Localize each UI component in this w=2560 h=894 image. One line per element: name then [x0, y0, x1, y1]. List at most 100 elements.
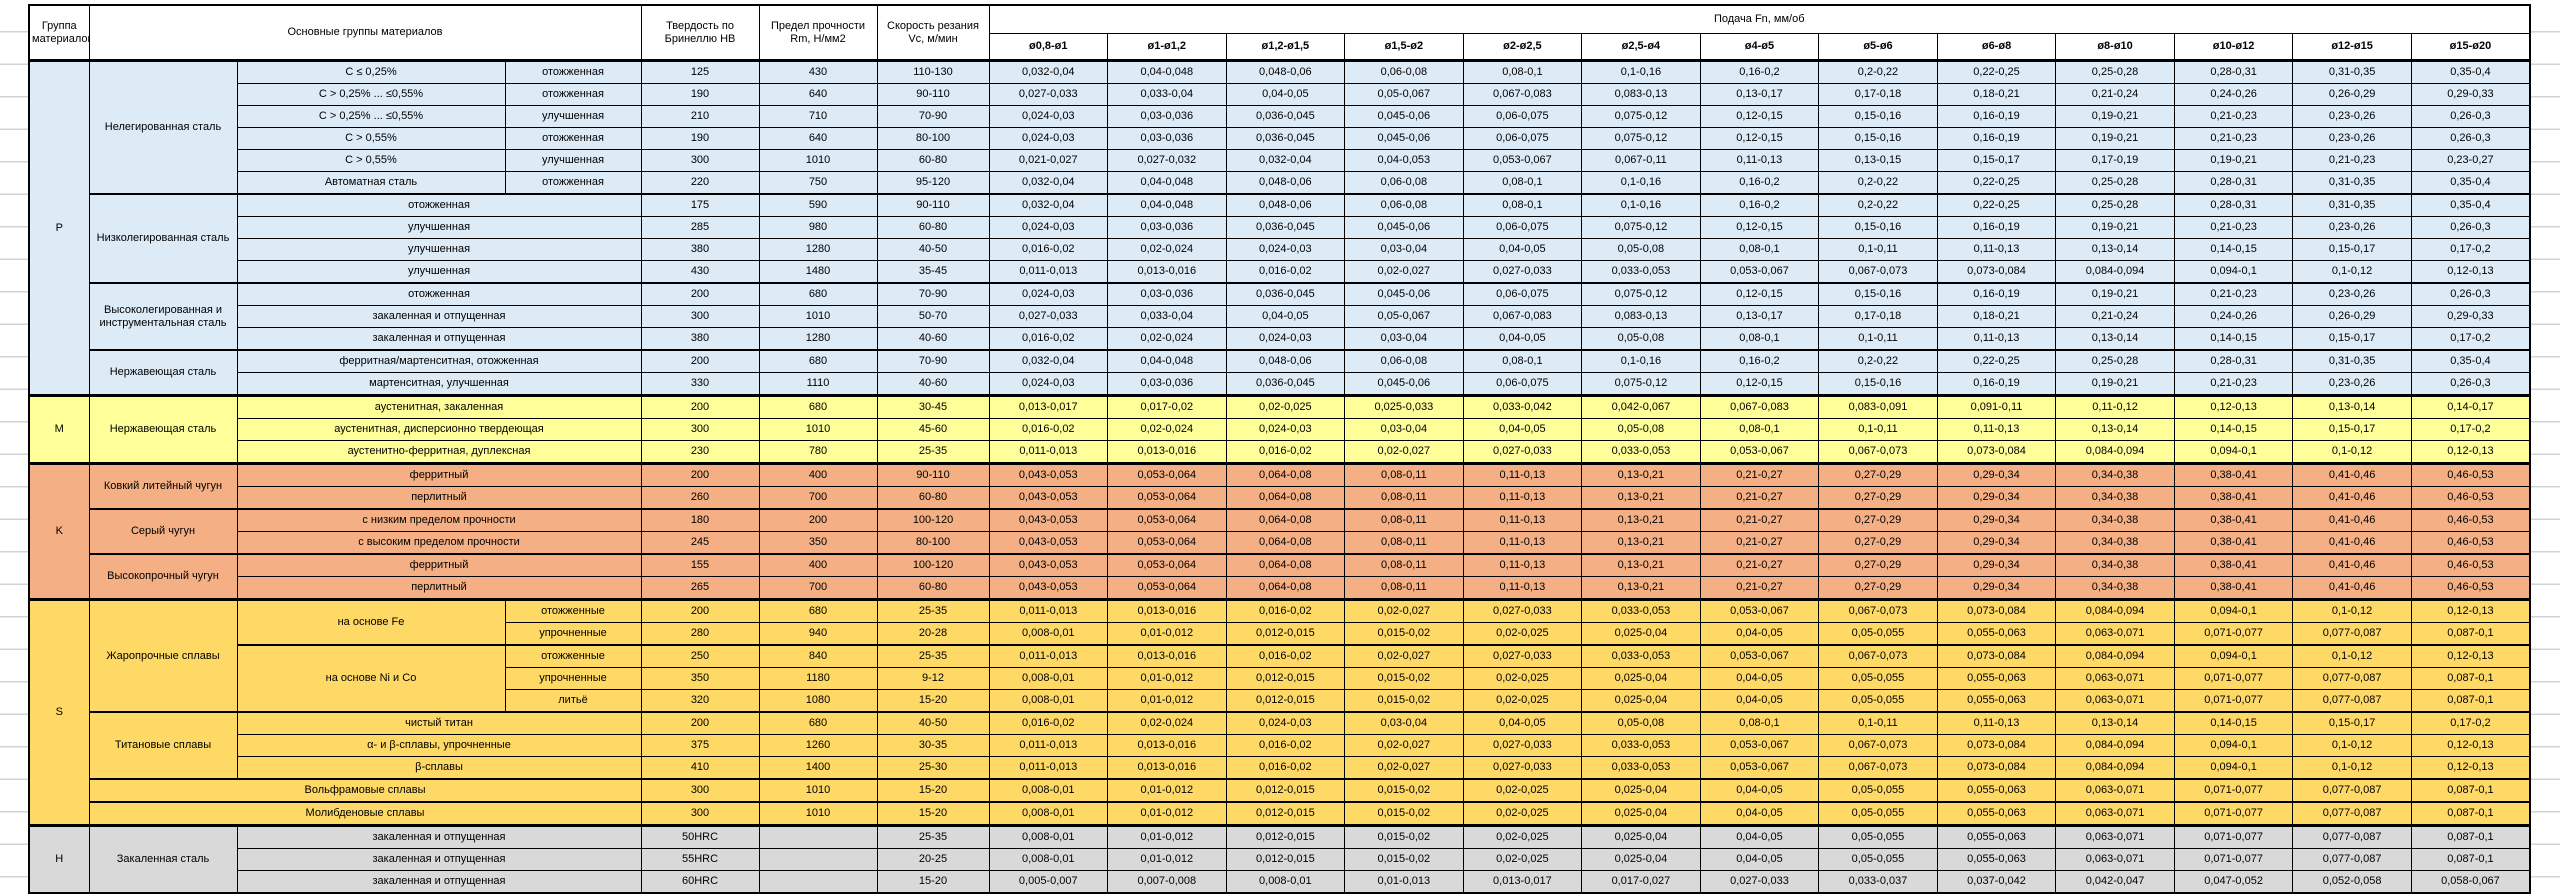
material-cell[interactable]: C > 0,25% ... ≤0,55% — [236, 105, 506, 128]
feed-cell[interactable]: 0,12-0,13 — [2410, 734, 2531, 757]
feed-cell[interactable]: 0,02-0,024 — [1107, 238, 1227, 261]
feed-cell[interactable]: 0,22-0,25 — [1936, 171, 2057, 195]
feed-cell[interactable]: 0,025-0,04 — [1581, 848, 1701, 871]
feed-cell[interactable]: 0,02-0,025 — [1462, 801, 1583, 826]
material-cell[interactable]: ферритная/мартенситная, отожженная — [236, 349, 642, 373]
feed-cell[interactable]: 0,14-0,15 — [2173, 327, 2294, 351]
material-cell[interactable]: отожженные — [504, 644, 642, 668]
feed-cell[interactable]: 0,23-0,26 — [2292, 282, 2412, 306]
feed-cell[interactable]: 0,094-0,1 — [2173, 260, 2294, 284]
feed-cell[interactable]: 0,11-0,13 — [1462, 486, 1583, 510]
feed-cell[interactable]: 0,12-0,13 — [2410, 644, 2531, 668]
feed-cell[interactable]: 0,033-0,053 — [1581, 440, 1701, 464]
feed-cell[interactable]: 0,08-0,1 — [1462, 59, 1583, 84]
hb-cell[interactable]: 375 — [640, 734, 760, 757]
feed-cell[interactable]: 0,015-0,02 — [1344, 848, 1464, 871]
material-cell[interactable]: улучшенная — [504, 149, 642, 172]
feed-cell[interactable]: 0,41-0,46 — [2292, 553, 2412, 577]
feed-cell[interactable]: 0,024-0,03 — [1225, 418, 1346, 441]
feed-cell[interactable]: 0,024-0,03 — [1225, 238, 1346, 261]
feed-cell[interactable]: 0,016-0,02 — [988, 418, 1109, 441]
feed-cell[interactable]: 0,071-0,077 — [2173, 801, 2294, 826]
rm-cell[interactable]: 940 — [758, 622, 878, 646]
feed-cell[interactable]: 0,04-0,05 — [1462, 711, 1583, 735]
feed-cell[interactable]: 0,02-0,025 — [1462, 778, 1583, 803]
feed-cell[interactable]: 0,02-0,027 — [1344, 598, 1464, 623]
feed-cell[interactable]: 0,053-0,064 — [1107, 486, 1227, 510]
header-diameter-range[interactable]: ø2,5-ø4 — [1581, 33, 1701, 62]
rm-cell[interactable]: 1180 — [758, 667, 878, 690]
feed-cell[interactable]: 0,016-0,02 — [988, 238, 1109, 261]
feed-cell[interactable]: 0,073-0,084 — [1936, 440, 2057, 464]
feed-cell[interactable]: 0,12-0,13 — [2410, 756, 2531, 780]
feed-cell[interactable]: 0,053-0,064 — [1107, 462, 1227, 487]
vc-cell[interactable]: 90-110 — [876, 193, 990, 217]
feed-cell[interactable]: 0,094-0,1 — [2173, 644, 2294, 668]
feed-cell[interactable]: 0,02-0,025 — [1225, 394, 1346, 419]
hb-cell[interactable]: 300 — [640, 778, 760, 803]
feed-cell[interactable]: 0,084-0,094 — [2055, 440, 2175, 464]
feed-cell[interactable]: 0,11-0,13 — [1462, 553, 1583, 577]
feed-cell[interactable]: 0,071-0,077 — [2173, 667, 2294, 690]
feed-cell[interactable]: 0,29-0,34 — [1936, 576, 2057, 600]
feed-cell[interactable]: 0,053-0,067 — [1699, 756, 1820, 780]
feed-cell[interactable]: 0,033-0,053 — [1581, 260, 1701, 284]
feed-cell[interactable]: 0,048-0,06 — [1225, 349, 1346, 373]
feed-cell[interactable]: 0,29-0,34 — [1936, 462, 2057, 487]
feed-cell[interactable]: 0,008-0,01 — [988, 778, 1109, 803]
feed-cell[interactable]: 0,008-0,01 — [988, 848, 1109, 871]
feed-cell[interactable]: 0,075-0,12 — [1581, 127, 1701, 150]
material-cell[interactable]: Высоколегированная и инструментальная ст… — [88, 282, 238, 351]
feed-cell[interactable]: 0,05-0,055 — [1818, 689, 1938, 713]
feed-cell[interactable]: 0,08-0,11 — [1344, 553, 1464, 577]
feed-cell[interactable]: 0,012-0,015 — [1225, 801, 1346, 826]
feed-cell[interactable]: 0,036-0,045 — [1225, 282, 1346, 306]
feed-cell[interactable]: 0,14-0,17 — [2410, 394, 2531, 419]
material-cell[interactable]: отожженная — [504, 59, 642, 84]
feed-cell[interactable]: 0,024-0,03 — [988, 372, 1109, 396]
feed-cell[interactable]: 0,34-0,38 — [2055, 486, 2175, 510]
feed-cell[interactable]: 0,26-0,3 — [2410, 372, 2531, 396]
material-cell[interactable]: Молибденовые сплавы — [88, 801, 642, 826]
feed-cell[interactable]: 0,17-0,18 — [1818, 83, 1938, 106]
feed-cell[interactable]: 0,18-0,21 — [1936, 305, 2057, 328]
rm-cell[interactable]: 1110 — [758, 372, 878, 396]
vc-cell[interactable]: 9-12 — [876, 667, 990, 690]
feed-cell[interactable]: 0,02-0,025 — [1462, 689, 1583, 713]
feed-cell[interactable]: 0,12-0,15 — [1699, 372, 1820, 396]
hb-cell[interactable]: 300 — [640, 149, 760, 172]
feed-cell[interactable]: 0,08-0,1 — [1699, 418, 1820, 441]
material-cell[interactable]: C > 0,55% — [236, 149, 506, 172]
feed-cell[interactable]: 0,12-0,13 — [2410, 598, 2531, 623]
feed-cell[interactable]: 0,04-0,048 — [1107, 59, 1227, 84]
feed-cell[interactable]: 0,15-0,17 — [1936, 149, 2057, 172]
feed-cell[interactable]: 0,08-0,1 — [1462, 193, 1583, 217]
rm-cell[interactable]: 350 — [758, 531, 878, 555]
feed-cell[interactable]: 0,24-0,26 — [2173, 305, 2294, 328]
feed-cell[interactable]: 0,26-0,29 — [2292, 305, 2412, 328]
feed-cell[interactable]: 0,016-0,02 — [1225, 756, 1346, 780]
feed-cell[interactable]: 0,41-0,46 — [2292, 531, 2412, 555]
feed-cell[interactable]: 0,25-0,28 — [2055, 349, 2175, 373]
feed-cell[interactable]: 0,27-0,29 — [1818, 553, 1938, 577]
feed-cell[interactable]: 0,1-0,12 — [2292, 644, 2412, 668]
feed-cell[interactable]: 0,025-0,04 — [1581, 778, 1701, 803]
hb-cell[interactable]: 190 — [640, 83, 760, 106]
feed-cell[interactable]: 0,26-0,3 — [2410, 216, 2531, 239]
material-cell[interactable]: на основе Ni и Co — [236, 644, 506, 713]
feed-cell[interactable]: 0,34-0,38 — [2055, 553, 2175, 577]
hb-cell[interactable]: 430 — [640, 260, 760, 284]
vc-cell[interactable]: 15-20 — [876, 689, 990, 713]
vc-cell[interactable]: 40-60 — [876, 372, 990, 396]
feed-cell[interactable]: 0,027-0,033 — [1462, 734, 1583, 757]
feed-cell[interactable]: 0,34-0,38 — [2055, 508, 2175, 532]
material-cell[interactable]: Закаленная сталь — [88, 824, 238, 894]
feed-cell[interactable]: 0,077-0,087 — [2292, 622, 2412, 646]
feed-cell[interactable]: 0,036-0,045 — [1225, 216, 1346, 239]
rm-cell[interactable]: 640 — [758, 83, 878, 106]
feed-cell[interactable]: 0,075-0,12 — [1581, 216, 1701, 239]
material-cell[interactable]: Жаропрочные сплавы — [88, 598, 238, 713]
feed-cell[interactable]: 0,23-0,26 — [2292, 216, 2412, 239]
feed-cell[interactable]: 0,048-0,06 — [1225, 59, 1346, 84]
feed-cell[interactable]: 0,024-0,03 — [1225, 327, 1346, 351]
